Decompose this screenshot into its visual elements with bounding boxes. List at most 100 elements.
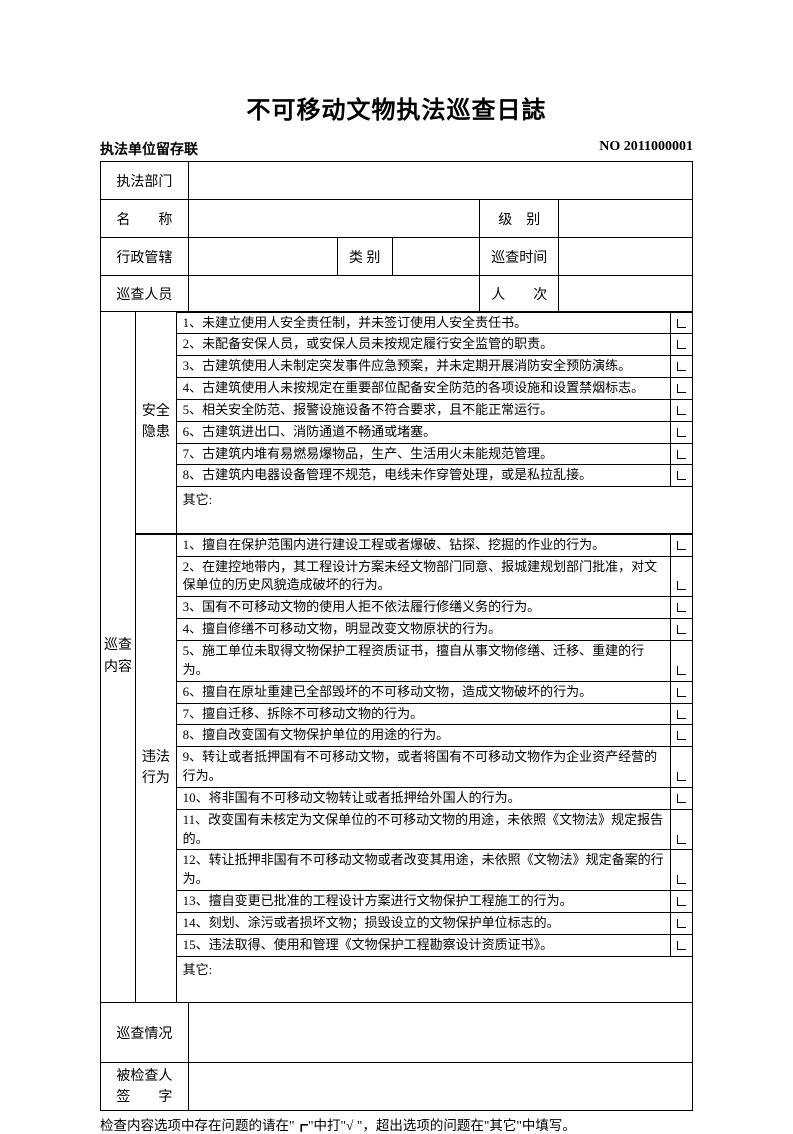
checkbox-mark[interactable] <box>670 809 692 850</box>
safety-item-row: 5、相关安全防范、报警设施设备不符合要求，且不能正常运行。 <box>136 399 692 421</box>
footer-note: 检查内容选项中存在问题的请在"┏"中打"√ "，超出选项的问题在"其它"中填写。 <box>100 1114 693 1134</box>
illegal-item-text: 14、刻划、涂污或者损坏文物；损毁设立的文物保护单位标志的。 <box>176 912 670 934</box>
row-illegal: 违法行为 1、擅自在保护范围内进行建设工程或者爆破、钻探、挖掘的作业的行为。2、… <box>101 533 693 1002</box>
checkbox-mark[interactable] <box>670 934 692 956</box>
safety-item-row: 8、古建筑内电器设备管理不规范，电线未作穿管处理，或是私拉乱接。 <box>136 465 692 487</box>
illegal-item-row: 1、擅自在保护范围内进行建设工程或者爆破、钻探、挖掘的作业的行为。 <box>136 534 692 556</box>
illegal-item-text: 10、将非国有不可移动文物转让或者抵押给外国人的行为。 <box>176 787 670 809</box>
illegal-item-text: 9、转让或者抵押国有不可移动文物，或者将国有不可移动文物作为企业资产经营的行为。 <box>176 747 670 788</box>
checkbox-mark[interactable] <box>670 421 692 443</box>
safety-item-row: 4、古建筑使用人未按规定在重要部位配备安全防范的各项设施和设置禁烟标志。 <box>136 378 692 400</box>
checkbox-mark[interactable] <box>670 912 692 934</box>
subheader-left: 执法单位留存联 <box>100 139 198 159</box>
checkbox-mark[interactable] <box>670 334 692 356</box>
name-value[interactable] <box>188 200 480 238</box>
safety-item-row: 6、古建筑进出口、消防通道不畅通或堵塞。 <box>136 421 692 443</box>
illegal-item-row: 8、擅自改变国有文物保护单位的用途的行为。 <box>136 725 692 747</box>
level-label: 级 别 <box>480 200 559 238</box>
row-dept: 执法部门 <box>101 162 693 200</box>
checkbox-mark[interactable] <box>670 534 692 556</box>
illegal-item-row: 15、违法取得、使用和管理《文物保护工程勘察设计资质证书》。 <box>136 934 692 956</box>
admin-value[interactable] <box>188 238 337 276</box>
illegal-item-row: 5、施工单位未取得文物保护工程资质证书，擅自从事文物修缮、迁移、重建的行为。 <box>136 640 692 681</box>
main-table: 执法部门 名 称 级 别 行政管辖 类 别 巡查时间 巡查人员 人 次 巡查内容 <box>100 161 693 1111</box>
checkbox-mark[interactable] <box>670 356 692 378</box>
safety-other-text[interactable]: 其它: <box>176 487 692 533</box>
checkbox-mark[interactable] <box>670 703 692 725</box>
safety-other-row: 其它: <box>136 487 692 533</box>
checkbox-mark[interactable] <box>670 747 692 788</box>
subheader-right: NO 2011000001 <box>599 139 693 159</box>
illegal-item-row: 11、改变国有未核定为文保单位的不可移动文物的用途，未依照《文物法》规定报告的。 <box>136 809 692 850</box>
safety-item-row: 1、未建立使用人安全责任制，并未签订使用人安全责任书。 <box>136 312 692 334</box>
cat-value[interactable] <box>392 238 480 276</box>
checkbox-mark[interactable] <box>670 378 692 400</box>
safety-item-row: 2、未配备安保人员，或安保人员未按规定履行安全监管的职责。 <box>136 334 692 356</box>
safety-item-text: 3、古建筑使用人未制定突发事件应急预案，并未定期开展消防安全预防演练。 <box>176 356 670 378</box>
count-label: 人 次 <box>480 276 559 312</box>
row-signature: 被检查人签 字 <box>101 1063 693 1111</box>
safety-item-text: 7、古建筑内堆有易燃易爆物品，生产、生活用火未能规范管理。 <box>176 443 670 465</box>
admin-label: 行政管辖 <box>101 238 189 276</box>
illegal-item-text: 5、施工单位未取得文物保护工程资质证书，擅自从事文物修缮、迁移、重建的行为。 <box>176 640 670 681</box>
checkbox-mark[interactable] <box>670 556 692 597</box>
checkbox-mark[interactable] <box>670 725 692 747</box>
safety-item-row: 7、古建筑内堆有易燃易爆物品，生产、生活用火未能规范管理。 <box>136 443 692 465</box>
illegal-item-row: 14、刻划、涂污或者损坏文物；损毁设立的文物保护单位标志的。 <box>136 912 692 934</box>
illegal-item-row: 4、擅自修缮不可移动文物，明显改变文物原状的行为。 <box>136 619 692 641</box>
subheader: 执法单位留存联 NO 2011000001 <box>100 139 693 159</box>
page-title: 不可移动文物执法巡查日誌 <box>100 90 693 125</box>
status-label: 巡查情况 <box>101 1003 189 1063</box>
illegal-block: 违法行为 1、擅自在保护范围内进行建设工程或者爆破、钻探、挖掘的作业的行为。2、… <box>136 534 692 1002</box>
illegal-label: 违法行为 <box>136 534 176 1002</box>
name-label: 名 称 <box>101 200 189 238</box>
checkbox-mark[interactable] <box>670 597 692 619</box>
cat-label: 类 别 <box>337 238 392 276</box>
illegal-item-row: 10、将非国有不可移动文物转让或者抵押给外国人的行为。 <box>136 787 692 809</box>
sig-value[interactable] <box>188 1063 692 1111</box>
illegal-item-text: 15、违法取得、使用和管理《文物保护工程勘察设计资质证书》。 <box>176 934 670 956</box>
safety-item-text: 2、未配备安保人员，或安保人员未按规定履行安全监管的职责。 <box>176 334 670 356</box>
checkbox-mark[interactable] <box>670 640 692 681</box>
illegal-item-row: 6、擅自在原址重建已全部毁坏的不可移动文物，造成文物破坏的行为。 <box>136 681 692 703</box>
row-admin: 行政管辖 类 别 巡查时间 <box>101 238 693 276</box>
illegal-item-row: 13、擅自变更已批准的工程设计方案进行文物保护工程施工的行为。 <box>136 891 692 913</box>
safety-item-text: 4、古建筑使用人未按规定在重要部位配备安全防范的各项设施和设置禁烟标志。 <box>176 378 670 400</box>
safety-item-text: 8、古建筑内电器设备管理不规范，电线未作穿管处理，或是私拉乱接。 <box>176 465 670 487</box>
level-value[interactable] <box>559 200 693 238</box>
checkbox-mark[interactable] <box>670 312 692 334</box>
illegal-item-text: 7、擅自迁移、拆除不可移动文物的行为。 <box>176 703 670 725</box>
row-status: 巡查情况 <box>101 1003 693 1063</box>
checkbox-mark[interactable] <box>670 465 692 487</box>
checkbox-mark[interactable] <box>670 681 692 703</box>
illegal-item-text: 4、擅自修缮不可移动文物，明显改变文物原状的行为。 <box>176 619 670 641</box>
safety-item-text: 5、相关安全防范、报警设施设备不符合要求，且不能正常运行。 <box>176 399 670 421</box>
checkbox-mark[interactable] <box>670 443 692 465</box>
checkbox-mark[interactable] <box>670 787 692 809</box>
illegal-item-text: 3、国有不可移动文物的使用人拒不依法履行修缮义务的行为。 <box>176 597 670 619</box>
illegal-other-text[interactable]: 其它: <box>176 956 692 1002</box>
checkbox-mark[interactable] <box>670 850 692 891</box>
illegal-item-text: 11、改变国有未核定为文保单位的不可移动文物的用途，未依照《文物法》规定报告的。 <box>176 809 670 850</box>
count-value[interactable] <box>559 276 693 312</box>
people-value[interactable] <box>188 276 480 312</box>
illegal-item-row: 7、擅自迁移、拆除不可移动文物的行为。 <box>136 703 692 725</box>
content-label: 巡查内容 <box>101 312 136 1003</box>
illegal-item-text: 6、擅自在原址重建已全部毁坏的不可移动文物，造成文物破坏的行为。 <box>176 681 670 703</box>
illegal-item-text: 12、转让抵押非国有不可移动文物或者改变其用途，未依照《文物法》规定备案的行为。 <box>176 850 670 891</box>
checkbox-mark[interactable] <box>670 891 692 913</box>
time-value[interactable] <box>559 238 693 276</box>
checkbox-mark[interactable] <box>670 399 692 421</box>
people-label: 巡查人员 <box>101 276 189 312</box>
status-value[interactable] <box>188 1003 692 1063</box>
dept-value[interactable] <box>188 162 692 200</box>
illegal-item-text: 1、擅自在保护范围内进行建设工程或者爆破、钻探、挖掘的作业的行为。 <box>176 534 670 556</box>
safety-block: 安全隐患 1、未建立使用人安全责任制，并未签订使用人安全责任书。2、未配备安保人… <box>136 312 692 533</box>
row-people: 巡查人员 人 次 <box>101 276 693 312</box>
illegal-item-row: 12、转让抵押非国有不可移动文物或者改变其用途，未依照《文物法》规定备案的行为。 <box>136 850 692 891</box>
time-label: 巡查时间 <box>480 238 559 276</box>
checkbox-mark[interactable] <box>670 619 692 641</box>
safety-item-text: 1、未建立使用人安全责任制，并未签订使用人安全责任书。 <box>176 312 670 334</box>
safety-label: 安全隐患 <box>136 312 176 533</box>
safety-item-row: 3、古建筑使用人未制定突发事件应急预案，并未定期开展消防安全预防演练。 <box>136 356 692 378</box>
